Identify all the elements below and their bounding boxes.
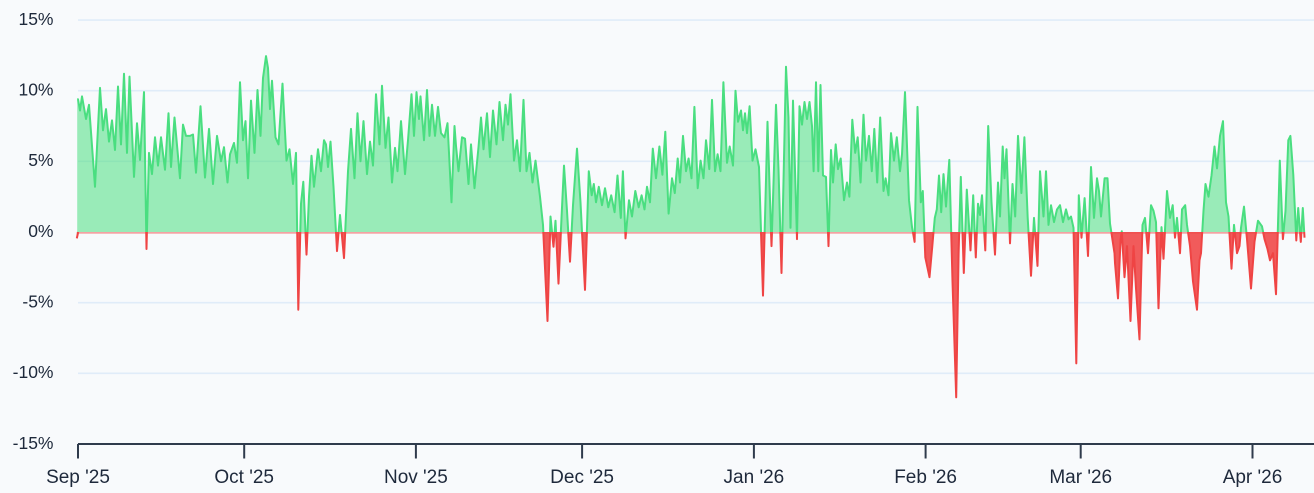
svg-text:-15%: -15% [13, 433, 54, 453]
svg-text:0%: 0% [28, 221, 53, 241]
svg-text:Dec '25: Dec '25 [550, 467, 614, 488]
svg-text:15%: 15% [18, 9, 53, 29]
svg-text:Sep '25: Sep '25 [46, 467, 110, 488]
svg-text:Feb '26: Feb '26 [894, 467, 957, 488]
svg-text:Mar '26: Mar '26 [1049, 467, 1112, 488]
svg-text:-5%: -5% [22, 291, 53, 311]
svg-text:10%: 10% [18, 80, 53, 100]
svg-text:5%: 5% [28, 150, 53, 170]
svg-text:-10%: -10% [13, 362, 54, 382]
svg-text:Oct '25: Oct '25 [214, 467, 274, 488]
svg-text:Nov '25: Nov '25 [384, 467, 448, 488]
svg-text:Apr '26: Apr '26 [1223, 467, 1283, 488]
svg-text:Jan '26: Jan '26 [724, 467, 785, 488]
